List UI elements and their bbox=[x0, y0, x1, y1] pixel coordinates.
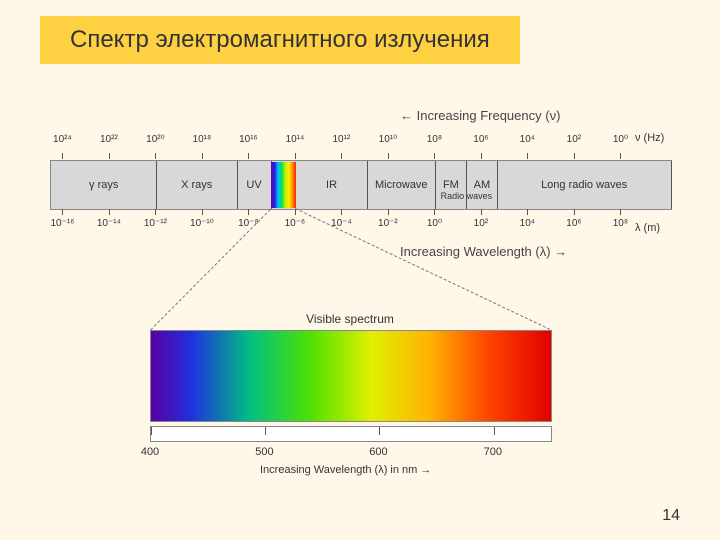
em-spectrum-bar: γ raysX raysUV IRMicrowaveFMAMLong radio … bbox=[50, 160, 672, 210]
visible-spectrum-bar bbox=[150, 330, 552, 422]
visible-axis-label: Increasing Wavelength (λ) in nm → bbox=[260, 464, 431, 476]
wave-tick-label: 10⁴ bbox=[520, 218, 535, 229]
visible-spectrum-title: Visible spectrum bbox=[300, 312, 400, 326]
region-long-radio-waves: Long radio waves bbox=[497, 161, 672, 209]
freq-tick-label: 10⁰ bbox=[613, 134, 628, 145]
slide-title: Спектр электромагнитного излучения bbox=[40, 16, 520, 64]
freq-tick-label: 10¹⁶ bbox=[239, 134, 258, 145]
freq-tick-label: 10²² bbox=[100, 134, 118, 145]
freq-tick-label: 10⁶ bbox=[473, 134, 488, 145]
freq-tick-label: 10¹² bbox=[332, 134, 350, 145]
freq-tick-label: 10⁴ bbox=[520, 134, 535, 145]
freq-tick-label: 10¹⁴ bbox=[286, 134, 305, 145]
region-microwave: Microwave bbox=[367, 161, 436, 209]
freq-axis-unit: ν (Hz) bbox=[635, 132, 664, 144]
freq-tick-label: 10¹⁸ bbox=[193, 134, 212, 145]
page-number: 14 bbox=[662, 507, 680, 525]
wave-tick-label: 10⁶ bbox=[566, 218, 581, 229]
region-am: AM bbox=[466, 161, 498, 209]
wave-tick-label: 10⁰ bbox=[427, 218, 442, 229]
wave-tick-label: 10⁸ bbox=[613, 218, 628, 229]
visible-tick-label: 500 bbox=[255, 446, 273, 458]
freq-tick-label: 10²⁴ bbox=[53, 134, 72, 145]
wave-tick-label: 10⁻⁶ bbox=[285, 218, 306, 229]
wave-tick-label: 10² bbox=[474, 218, 488, 229]
freq-increasing-label: ← Increasing Frequency (ν) bbox=[400, 108, 560, 123]
freq-tick-label: 10²⁰ bbox=[146, 134, 164, 145]
freq-tick-label: 10² bbox=[567, 134, 581, 145]
region-γ-rays: γ rays bbox=[51, 161, 157, 209]
wave-tick-label: 10⁻¹⁴ bbox=[97, 218, 121, 229]
region-x-rays: X rays bbox=[156, 161, 238, 209]
region-fm: FM bbox=[435, 161, 467, 209]
region-uv: UV bbox=[237, 161, 272, 209]
freq-tick-label: 10⁸ bbox=[427, 134, 442, 145]
visible-tick-label: 700 bbox=[484, 446, 502, 458]
wave-tick-label: 10⁻¹⁰ bbox=[190, 218, 214, 229]
visible-scale bbox=[150, 426, 552, 442]
visible-tick-label: 400 bbox=[141, 446, 159, 458]
wave-tick-label: 10⁻¹² bbox=[144, 218, 167, 229]
wave-tick-label: 10⁻² bbox=[378, 218, 398, 229]
freq-tick-label: 10¹⁰ bbox=[379, 134, 397, 145]
visible-mini-rainbow bbox=[271, 162, 296, 208]
wave-axis-unit: λ (m) bbox=[635, 222, 660, 234]
radio-waves-sublabel: Radio waves bbox=[435, 191, 497, 201]
region-ir: IR bbox=[296, 161, 368, 209]
visible-tick-label: 600 bbox=[369, 446, 387, 458]
wave-increasing-label: Increasing Wavelength (λ) → bbox=[400, 244, 567, 259]
wave-tick-label: 10⁻¹⁶ bbox=[50, 218, 74, 229]
